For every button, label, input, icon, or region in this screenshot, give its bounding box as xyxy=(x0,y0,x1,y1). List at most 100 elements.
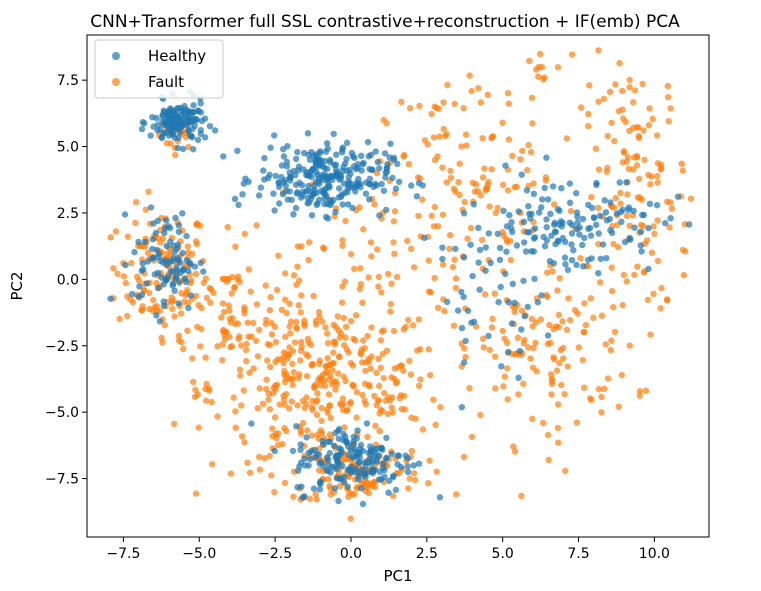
data-point xyxy=(226,333,233,341)
data-point xyxy=(343,439,350,446)
data-point xyxy=(184,121,191,129)
data-point xyxy=(431,274,438,282)
data-point xyxy=(679,167,686,174)
data-point xyxy=(357,281,365,288)
data-point xyxy=(139,119,147,126)
data-point xyxy=(191,263,199,270)
data-point xyxy=(634,263,641,270)
data-point xyxy=(174,267,181,274)
data-point xyxy=(612,81,619,88)
x-tick-label: −5.0 xyxy=(182,546,216,562)
x-tick-label: −7.5 xyxy=(106,546,140,562)
data-point xyxy=(154,284,162,292)
data-point xyxy=(313,451,320,458)
data-point xyxy=(623,212,630,219)
data-point xyxy=(460,210,468,217)
data-point xyxy=(535,63,542,71)
data-point xyxy=(266,452,273,460)
data-point xyxy=(320,244,327,251)
data-point xyxy=(405,485,412,492)
data-point xyxy=(525,203,532,210)
data-point xyxy=(419,196,426,203)
data-point xyxy=(491,353,499,360)
data-point xyxy=(446,245,453,252)
data-point xyxy=(664,82,671,90)
data-point xyxy=(341,278,349,285)
data-point xyxy=(543,224,550,231)
data-point xyxy=(394,461,401,468)
data-point xyxy=(565,295,572,302)
data-point xyxy=(362,190,370,197)
data-point xyxy=(389,174,396,182)
data-point xyxy=(482,267,489,274)
data-point xyxy=(293,281,300,288)
data-point xyxy=(156,126,164,133)
data-point xyxy=(128,259,135,267)
data-point xyxy=(175,125,182,132)
data-point xyxy=(281,479,289,487)
data-point xyxy=(323,363,330,371)
data-point xyxy=(556,275,563,282)
data-point xyxy=(280,353,288,361)
data-point xyxy=(234,147,241,154)
data-point xyxy=(486,346,493,354)
data-point xyxy=(507,256,514,264)
data-point xyxy=(526,229,533,236)
data-point xyxy=(664,94,672,101)
data-point xyxy=(595,241,602,248)
data-point xyxy=(531,275,538,282)
data-point xyxy=(608,229,616,236)
data-point xyxy=(475,85,482,92)
data-point xyxy=(439,244,446,251)
y-tick-label: 2.5 xyxy=(57,206,79,222)
data-point xyxy=(505,100,512,107)
data-point xyxy=(500,232,507,239)
data-point xyxy=(315,309,323,316)
data-point xyxy=(516,347,524,355)
data-point xyxy=(555,401,562,408)
data-point xyxy=(520,277,527,285)
data-point xyxy=(468,87,475,95)
data-point xyxy=(439,164,446,171)
data-point xyxy=(376,427,383,435)
data-point xyxy=(567,207,575,215)
data-point xyxy=(224,224,231,231)
data-point xyxy=(190,102,197,109)
data-point xyxy=(342,334,349,341)
data-point xyxy=(275,183,283,191)
data-point xyxy=(626,84,633,91)
data-point xyxy=(266,406,273,413)
data-point xyxy=(169,280,177,287)
data-point xyxy=(574,219,581,226)
data-point xyxy=(444,81,451,89)
data-point xyxy=(131,248,138,256)
data-point xyxy=(290,369,297,376)
data-point xyxy=(455,178,462,186)
data-point xyxy=(523,187,531,194)
data-point xyxy=(492,209,499,217)
data-point xyxy=(174,144,182,152)
data-point xyxy=(404,468,412,476)
data-point xyxy=(496,256,504,263)
data-point xyxy=(226,307,233,314)
data-point xyxy=(377,364,384,372)
data-point xyxy=(362,367,369,375)
data-point xyxy=(332,208,339,216)
data-point xyxy=(603,255,610,262)
data-point xyxy=(504,89,512,97)
data-point xyxy=(351,337,359,344)
data-point xyxy=(321,200,328,208)
data-point xyxy=(364,433,371,440)
data-point xyxy=(392,185,400,192)
data-point xyxy=(179,249,186,257)
data-point xyxy=(227,343,234,351)
data-point xyxy=(462,337,469,345)
x-axis-label: PC1 xyxy=(383,567,412,585)
data-point xyxy=(549,183,557,190)
data-point xyxy=(152,229,160,237)
data-point xyxy=(301,149,308,157)
data-point xyxy=(646,200,654,207)
data-point xyxy=(150,220,157,227)
data-point xyxy=(336,176,343,183)
